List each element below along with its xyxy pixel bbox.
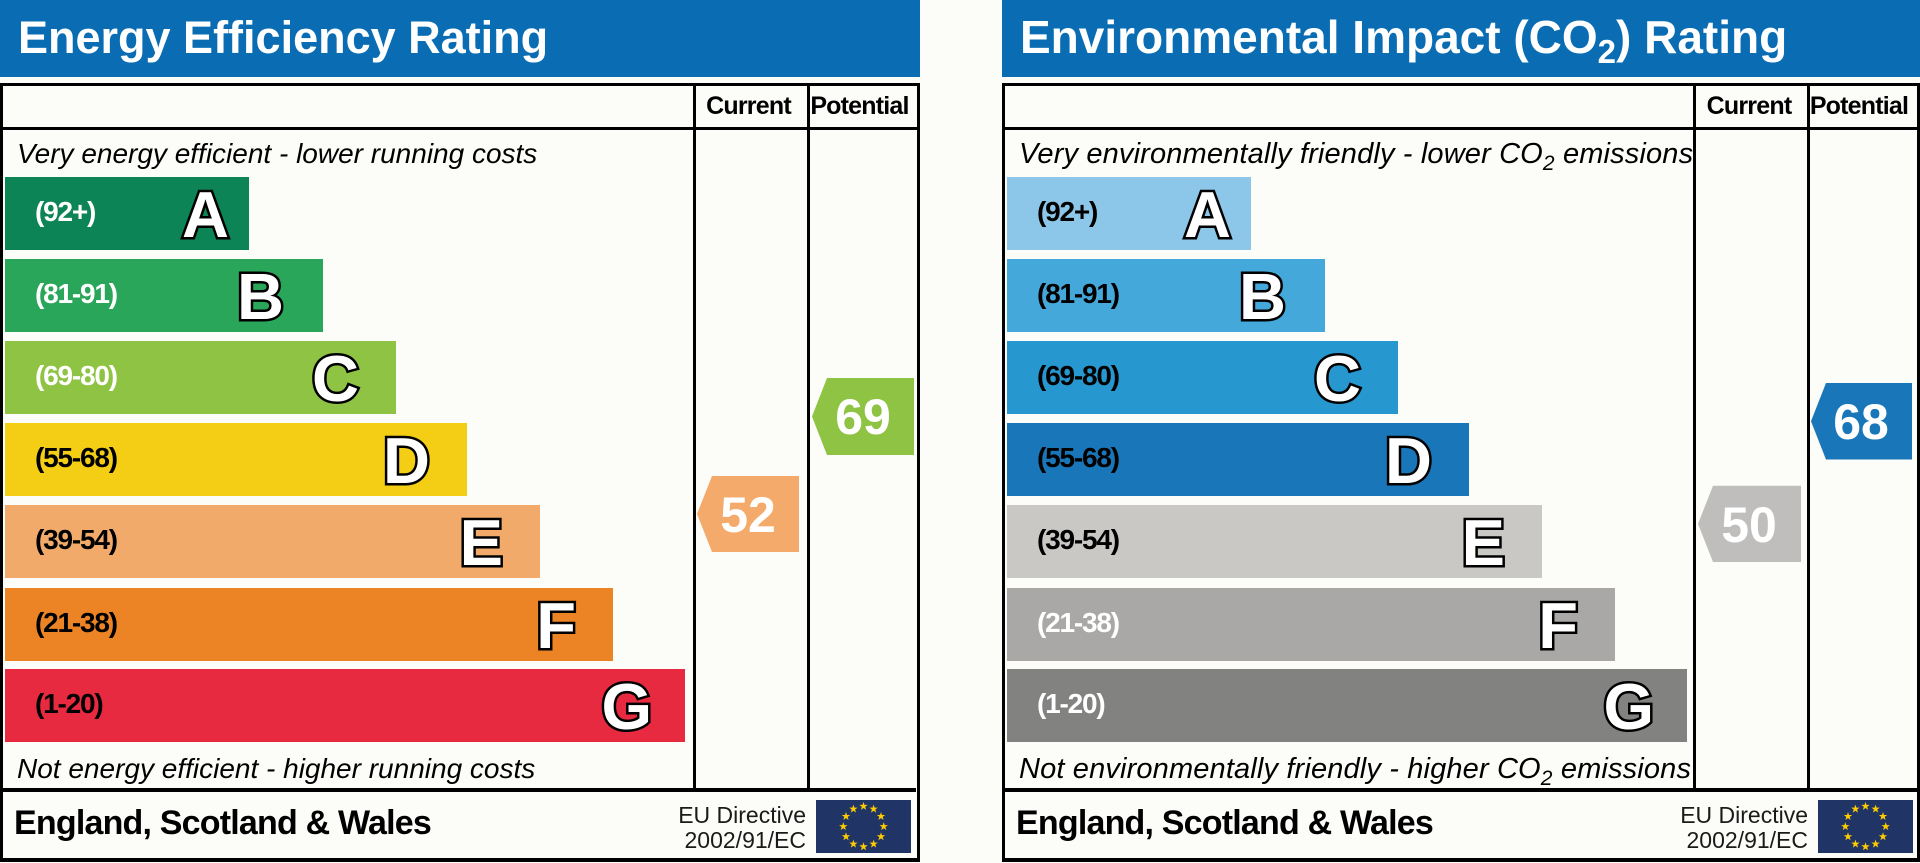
svg-text:E: E [1462, 506, 1505, 579]
svg-text:B: B [237, 260, 284, 333]
svg-text:69: 69 [835, 389, 891, 445]
svg-text:C: C [312, 342, 359, 415]
svg-text:D: D [383, 424, 430, 497]
svg-text:F: F [536, 589, 576, 662]
svg-text:A: A [1184, 178, 1231, 251]
svg-text:G: G [1603, 670, 1654, 743]
svg-text:52: 52 [720, 487, 776, 543]
svg-text:C: C [1314, 342, 1361, 415]
svg-text:50: 50 [1721, 497, 1777, 553]
svg-text:B: B [1239, 260, 1286, 333]
svg-text:68: 68 [1833, 394, 1889, 450]
svg-text:A: A [182, 178, 229, 251]
svg-text:F: F [1538, 589, 1578, 662]
svg-text:E: E [460, 506, 503, 579]
svg-text:G: G [601, 670, 652, 743]
svg-text:D: D [1385, 424, 1432, 497]
